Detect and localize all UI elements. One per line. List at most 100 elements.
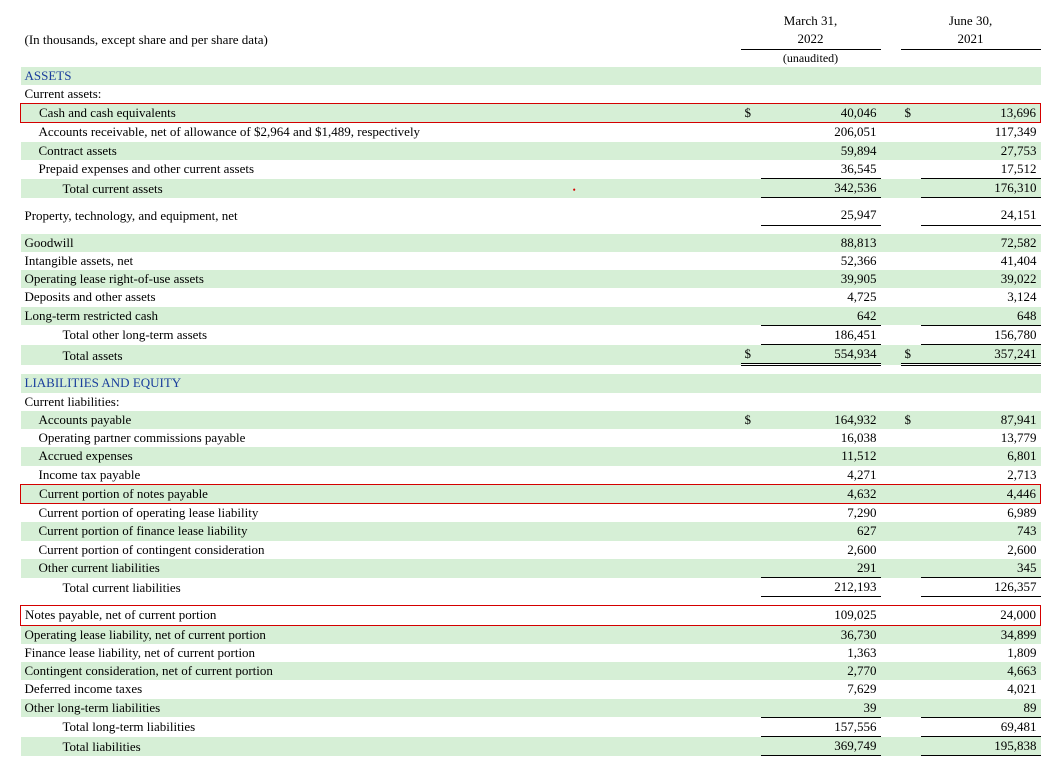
row-tca: Total current assets• 342,536 176,310 — [21, 179, 1041, 198]
npnet-v1: 109,025 — [761, 606, 881, 625]
currency-symbol: $ — [741, 411, 759, 429]
row-dit: Deferred income taxes 7,629 4,021 — [21, 680, 1041, 698]
npnet-label: Notes payable, net of current portion — [21, 606, 741, 625]
row-ar: Accounts receivable, net of allowance of… — [21, 123, 1041, 142]
oltl-v1: 39 — [761, 699, 881, 718]
row-intang: Intangible assets, net 52,366 41,404 — [21, 252, 1041, 270]
ta-v2: 357,241 — [921, 345, 1041, 365]
oltl-label: Other long-term liabilities — [21, 699, 741, 718]
row-cpcc: Current portion of contingent considerat… — [21, 541, 1041, 559]
section-current-assets: Current assets: — [21, 85, 1041, 104]
cpnp-label: Current portion of notes payable — [21, 484, 741, 503]
cpoll-label: Current portion of operating lease liabi… — [21, 504, 741, 523]
row-npnet: Notes payable, net of current portion 10… — [21, 606, 1041, 625]
prepaid-v2: 17,512 — [921, 160, 1041, 179]
ocl-v1: 291 — [761, 559, 881, 578]
tcl-v2: 126,357 — [921, 578, 1041, 597]
ltcash-label: Long-term restricted cash — [21, 307, 741, 326]
current-assets-label: Current assets: — [21, 85, 741, 104]
row-dep: Deposits and other assets 4,725 3,124 — [21, 288, 1041, 306]
tltl-label: Total long-term liabilities — [21, 717, 741, 736]
ollnet-v1: 36,730 — [761, 625, 881, 644]
opc-v2: 13,779 — [921, 429, 1041, 447]
fllnet-label: Finance lease liability, net of current … — [21, 644, 741, 662]
row-oltl: Other long-term liabilities 39 89 — [21, 699, 1041, 718]
intang-v1: 52,366 — [761, 252, 881, 270]
tltl-v1: 157,556 — [761, 717, 881, 736]
tl-v1: 369,749 — [761, 737, 881, 756]
fllnet-v2: 1,809 — [921, 644, 1041, 662]
tcl-label: Total current liabilities — [21, 578, 741, 597]
tl-v2: 195,838 — [921, 737, 1041, 756]
dep-label: Deposits and other assets — [21, 288, 741, 306]
dit-label: Deferred income taxes — [21, 680, 741, 698]
tltl-v2: 69,481 — [921, 717, 1041, 736]
row-ap: Accounts payable $ 164,932 $ 87,941 — [21, 411, 1041, 429]
section-current-liab: Current liabilities: — [21, 393, 1041, 411]
dep-v1: 4,725 — [761, 288, 881, 306]
cpfll-v1: 627 — [761, 522, 881, 540]
row-cash: Cash and cash equivalents $ 40,046 $ 13,… — [21, 104, 1041, 123]
tolt-label: Total other long-term assets — [21, 325, 741, 344]
ap-label: Accounts payable — [21, 411, 741, 429]
currency-symbol: $ — [741, 345, 759, 365]
rou-label: Operating lease right-of-use assets — [21, 270, 741, 288]
pte-v1: 25,947 — [761, 206, 881, 225]
section-liab-eq: LIABILITIES AND EQUITY — [21, 374, 1041, 392]
dit-v2: 4,021 — [921, 680, 1041, 698]
cpnp-v1: 4,632 — [761, 484, 881, 503]
col1-date-a: March 31, — [741, 12, 881, 30]
currency-symbol: $ — [901, 104, 919, 123]
cpfll-v2: 743 — [921, 522, 1041, 540]
row-opc: Operating partner commissions payable 16… — [21, 429, 1041, 447]
ta-label: Total assets — [21, 345, 741, 365]
col1-unaudited: (unaudited) — [741, 49, 881, 67]
row-rou: Operating lease right-of-use assets 39,9… — [21, 270, 1041, 288]
row-fllnet: Finance lease liability, net of current … — [21, 644, 1041, 662]
itp-v2: 2,713 — [921, 466, 1041, 485]
tolt-v2: 156,780 — [921, 325, 1041, 344]
row-ocl: Other current liabilities 291 345 — [21, 559, 1041, 578]
liab-eq-label: LIABILITIES AND EQUITY — [21, 374, 741, 392]
ltcash-v1: 642 — [761, 307, 881, 326]
cpfll-label: Current portion of finance lease liabili… — [21, 522, 741, 540]
itp-label: Income tax payable — [21, 466, 741, 485]
row-itp: Income tax payable 4,271 2,713 — [21, 466, 1041, 485]
ap-v1: 164,932 — [761, 411, 881, 429]
cash-v2: 13,696 — [921, 104, 1041, 123]
currency-symbol: $ — [741, 104, 759, 123]
section-assets-label: ASSETS — [21, 67, 741, 85]
row-tcl: Total current liabilities 212,193 126,35… — [21, 578, 1041, 597]
tca-v2: 176,310 — [921, 179, 1041, 198]
goodwill-v1: 88,813 — [761, 234, 881, 252]
row-tolt: Total other long-term assets 186,451 156… — [21, 325, 1041, 344]
cash-label: Cash and cash equivalents — [21, 104, 741, 123]
ocl-label: Other current liabilities — [21, 559, 741, 578]
row-ollnet: Operating lease liability, net of curren… — [21, 625, 1041, 644]
cash-v1: 40,046 — [761, 104, 881, 123]
row-ltcash: Long-term restricted cash 642 648 — [21, 307, 1041, 326]
accr-v2: 6,801 — [921, 447, 1041, 465]
ap-v2: 87,941 — [921, 411, 1041, 429]
ar-v2: 117,349 — [921, 123, 1041, 142]
cpcc-v2: 2,600 — [921, 541, 1041, 559]
row-cpfll: Current portion of finance lease liabili… — [21, 522, 1041, 540]
ar-label: Accounts receivable, net of allowance of… — [21, 123, 741, 142]
dit-v1: 7,629 — [761, 680, 881, 698]
opc-v1: 16,038 — [761, 429, 881, 447]
ar-v1: 206,051 — [761, 123, 881, 142]
currency-symbol: $ — [901, 411, 919, 429]
fllnet-v1: 1,363 — [761, 644, 881, 662]
row-pte: Property, technology, and equipment, net… — [21, 206, 1041, 225]
cpoll-v2: 6,989 — [921, 504, 1041, 523]
header-row-1: (In thousands, except share and per shar… — [21, 12, 1041, 30]
dep-v2: 3,124 — [921, 288, 1041, 306]
tca-v1: 342,536 — [761, 179, 881, 198]
contract-v2: 27,753 — [921, 142, 1041, 160]
ollnet-label: Operating lease liability, net of curren… — [21, 625, 741, 644]
intang-v2: 41,404 — [921, 252, 1041, 270]
pte-label: Property, technology, and equipment, net — [21, 206, 741, 225]
col1-date-b: 2022 — [741, 30, 881, 49]
intang-label: Intangible assets, net — [21, 252, 741, 270]
accr-label: Accrued expenses — [21, 447, 741, 465]
